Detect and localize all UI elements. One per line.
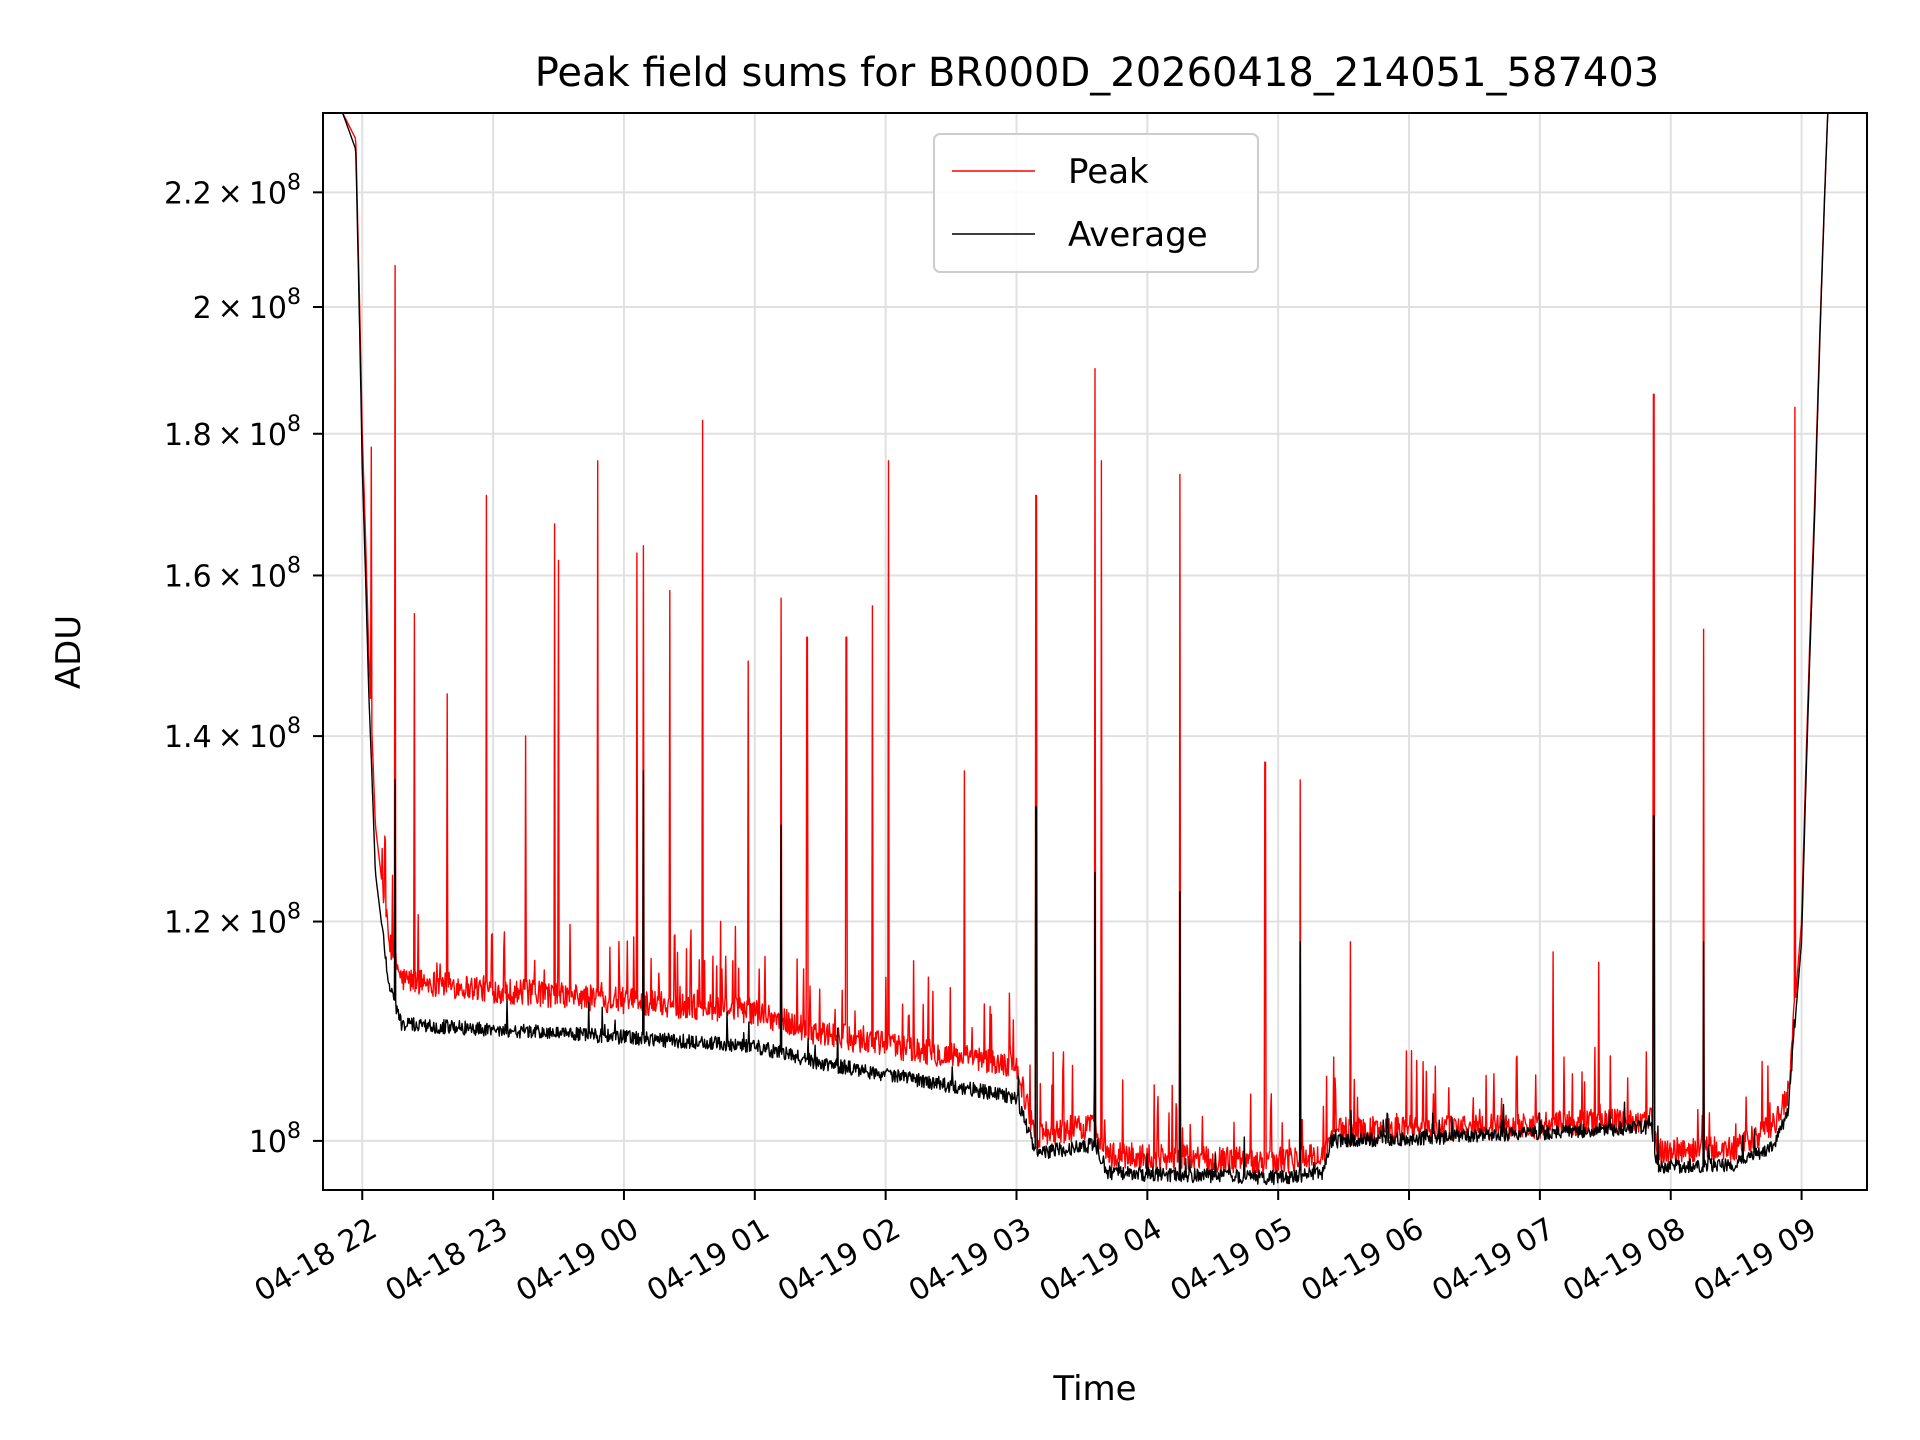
y-tick-label: 1.8 × 108 (164, 412, 301, 453)
x-tick-label: 04-19 07 (1426, 1211, 1560, 1309)
y-tick-label: 1.6 × 108 (164, 553, 301, 594)
x-tick-label: 04-18 22 (249, 1211, 383, 1309)
x-tick-label: 04-19 08 (1557, 1211, 1691, 1309)
x-tick-label: 04-19 05 (1165, 1211, 1299, 1309)
plot-area (323, 113, 1867, 1186)
x-tick-label: 04-19 09 (1688, 1211, 1822, 1309)
x-tick-label: 04-19 04 (1034, 1211, 1168, 1309)
y-tick-label: 2 × 108 (193, 285, 301, 326)
x-axis-title: Time (1052, 1369, 1136, 1409)
x-tick-label: 04-19 03 (903, 1211, 1037, 1309)
y-tick-label: 2.2 × 108 (164, 170, 301, 211)
chart-title: Peak field sums for BR000D_20260418_2140… (535, 50, 1660, 96)
y-tick-label: 1.2 × 108 (164, 900, 301, 941)
x-tick-label: 04-19 02 (772, 1211, 906, 1309)
y-axis-title: ADU (49, 615, 89, 689)
plot-frame (322, 112, 1868, 1191)
series-average-line (323, 113, 1867, 1186)
y-tick-label: 1.4 × 108 (164, 714, 301, 755)
legend-peak-label: Peak (1068, 152, 1149, 192)
x-tick-label: 04-19 00 (510, 1211, 644, 1309)
y-axis: 108 1.2 × 108 1.4 × 108 1.6 × 108 1.8 × 108 2 × 108 2.2 ×… (164, 170, 323, 1160)
legend: Peak Average (933, 133, 1259, 273)
y-tick-label: 108 (249, 1119, 301, 1160)
series-peak-line (323, 113, 1867, 1175)
x-tick-label: 04-19 01 (641, 1211, 775, 1309)
x-tick-label: 04-19 06 (1296, 1211, 1430, 1309)
x-tick-label: 04-18 23 (380, 1211, 514, 1309)
legend-box (933, 133, 1259, 273)
legend-average-label: Average (1068, 215, 1208, 255)
